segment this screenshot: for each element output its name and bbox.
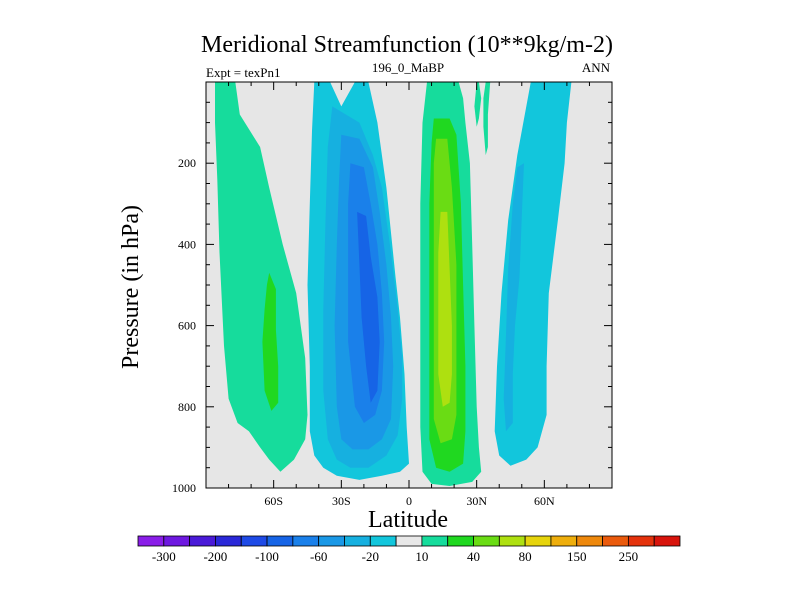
contour-north-streak-b: [483, 82, 491, 156]
y-tick-label: 600: [178, 319, 196, 333]
colorbar-label: -60: [310, 549, 327, 564]
chart-title: Meridional Streamfunction (10**9kg/m-2): [201, 32, 613, 58]
colorbar-swatch: [473, 535, 500, 547]
colorbar-label: 40: [467, 549, 480, 564]
colorbar-swatch: [421, 535, 449, 547]
x-tick-label: 30N: [466, 494, 487, 508]
colorbar-swatch: [498, 535, 526, 547]
colorbar-swatch: [395, 535, 423, 547]
colorbar-label: -200: [203, 549, 227, 564]
colorbar-label: 80: [519, 549, 532, 564]
colorbar-swatch: [215, 535, 242, 547]
colorbar-swatch: [524, 535, 552, 547]
colorbar-swatch: [292, 535, 320, 547]
colorbar-swatch: [447, 535, 474, 547]
left-label: Expt = texPn1: [206, 65, 281, 80]
y-tick-label: 800: [178, 400, 196, 414]
contour-high-lat-south-core: [262, 272, 279, 411]
colorbar-label: -100: [255, 549, 279, 564]
colorbar-swatch: [550, 535, 578, 547]
contour-north-streak-a: [474, 82, 482, 127]
y-tick-label: 400: [178, 237, 196, 251]
colorbar-swatch: [240, 535, 268, 547]
contour-regions: [215, 82, 572, 486]
plot-area: 60S 30S 0 30N 60N 200 400 600 800 1000: [172, 81, 613, 508]
colorbar-label: 150: [567, 549, 587, 564]
colorbar-label: 10: [415, 549, 428, 564]
colorbar-label: -300: [152, 549, 176, 564]
contour-northern-core: [438, 211, 452, 407]
x-tick-label: 0: [406, 494, 412, 508]
center-label: 196_0_MaBP: [372, 60, 444, 75]
colorbar-swatch: [344, 535, 371, 547]
y-tick-label: 1000: [172, 481, 196, 495]
right-label: ANN: [582, 60, 611, 75]
colorbar-swatch: [318, 535, 345, 547]
contour-southern-core: [357, 211, 380, 403]
y-axis: 200 400 600 800 1000: [172, 101, 612, 495]
x-tick-label: 60N: [534, 494, 555, 508]
colorbar-swatch: [576, 535, 603, 547]
colorbar-swatch: [653, 535, 681, 547]
x-tick-label: 60S: [264, 494, 283, 508]
y-axis-label: Pressure (in hPa): [118, 205, 144, 369]
contour-high-lat-south-cell: [215, 82, 308, 472]
x-axis-label: Latitude: [368, 507, 448, 533]
contour-north-high-core: [503, 163, 524, 432]
colorbar-swatch: [602, 535, 629, 547]
x-axis: 60S 30S 0 30N 60N: [228, 82, 590, 508]
colorbar-swatch: [189, 535, 216, 547]
colorbar-swatch: [137, 535, 165, 547]
colorbar-swatch: [163, 535, 191, 547]
y-tick-label: 200: [178, 156, 196, 170]
colorbar-label: -20: [362, 549, 379, 564]
x-tick-label: 30S: [332, 494, 351, 508]
colorbar-label: 250: [619, 549, 639, 564]
colorbar-swatch: [369, 535, 397, 547]
colorbar-swatch: [627, 535, 655, 547]
colorbar: -300 -200 -100 -60 -20 10 40 80 150 250: [137, 535, 681, 564]
contour-north-high-cell: [494, 82, 572, 466]
colorbar-swatch: [266, 535, 294, 547]
